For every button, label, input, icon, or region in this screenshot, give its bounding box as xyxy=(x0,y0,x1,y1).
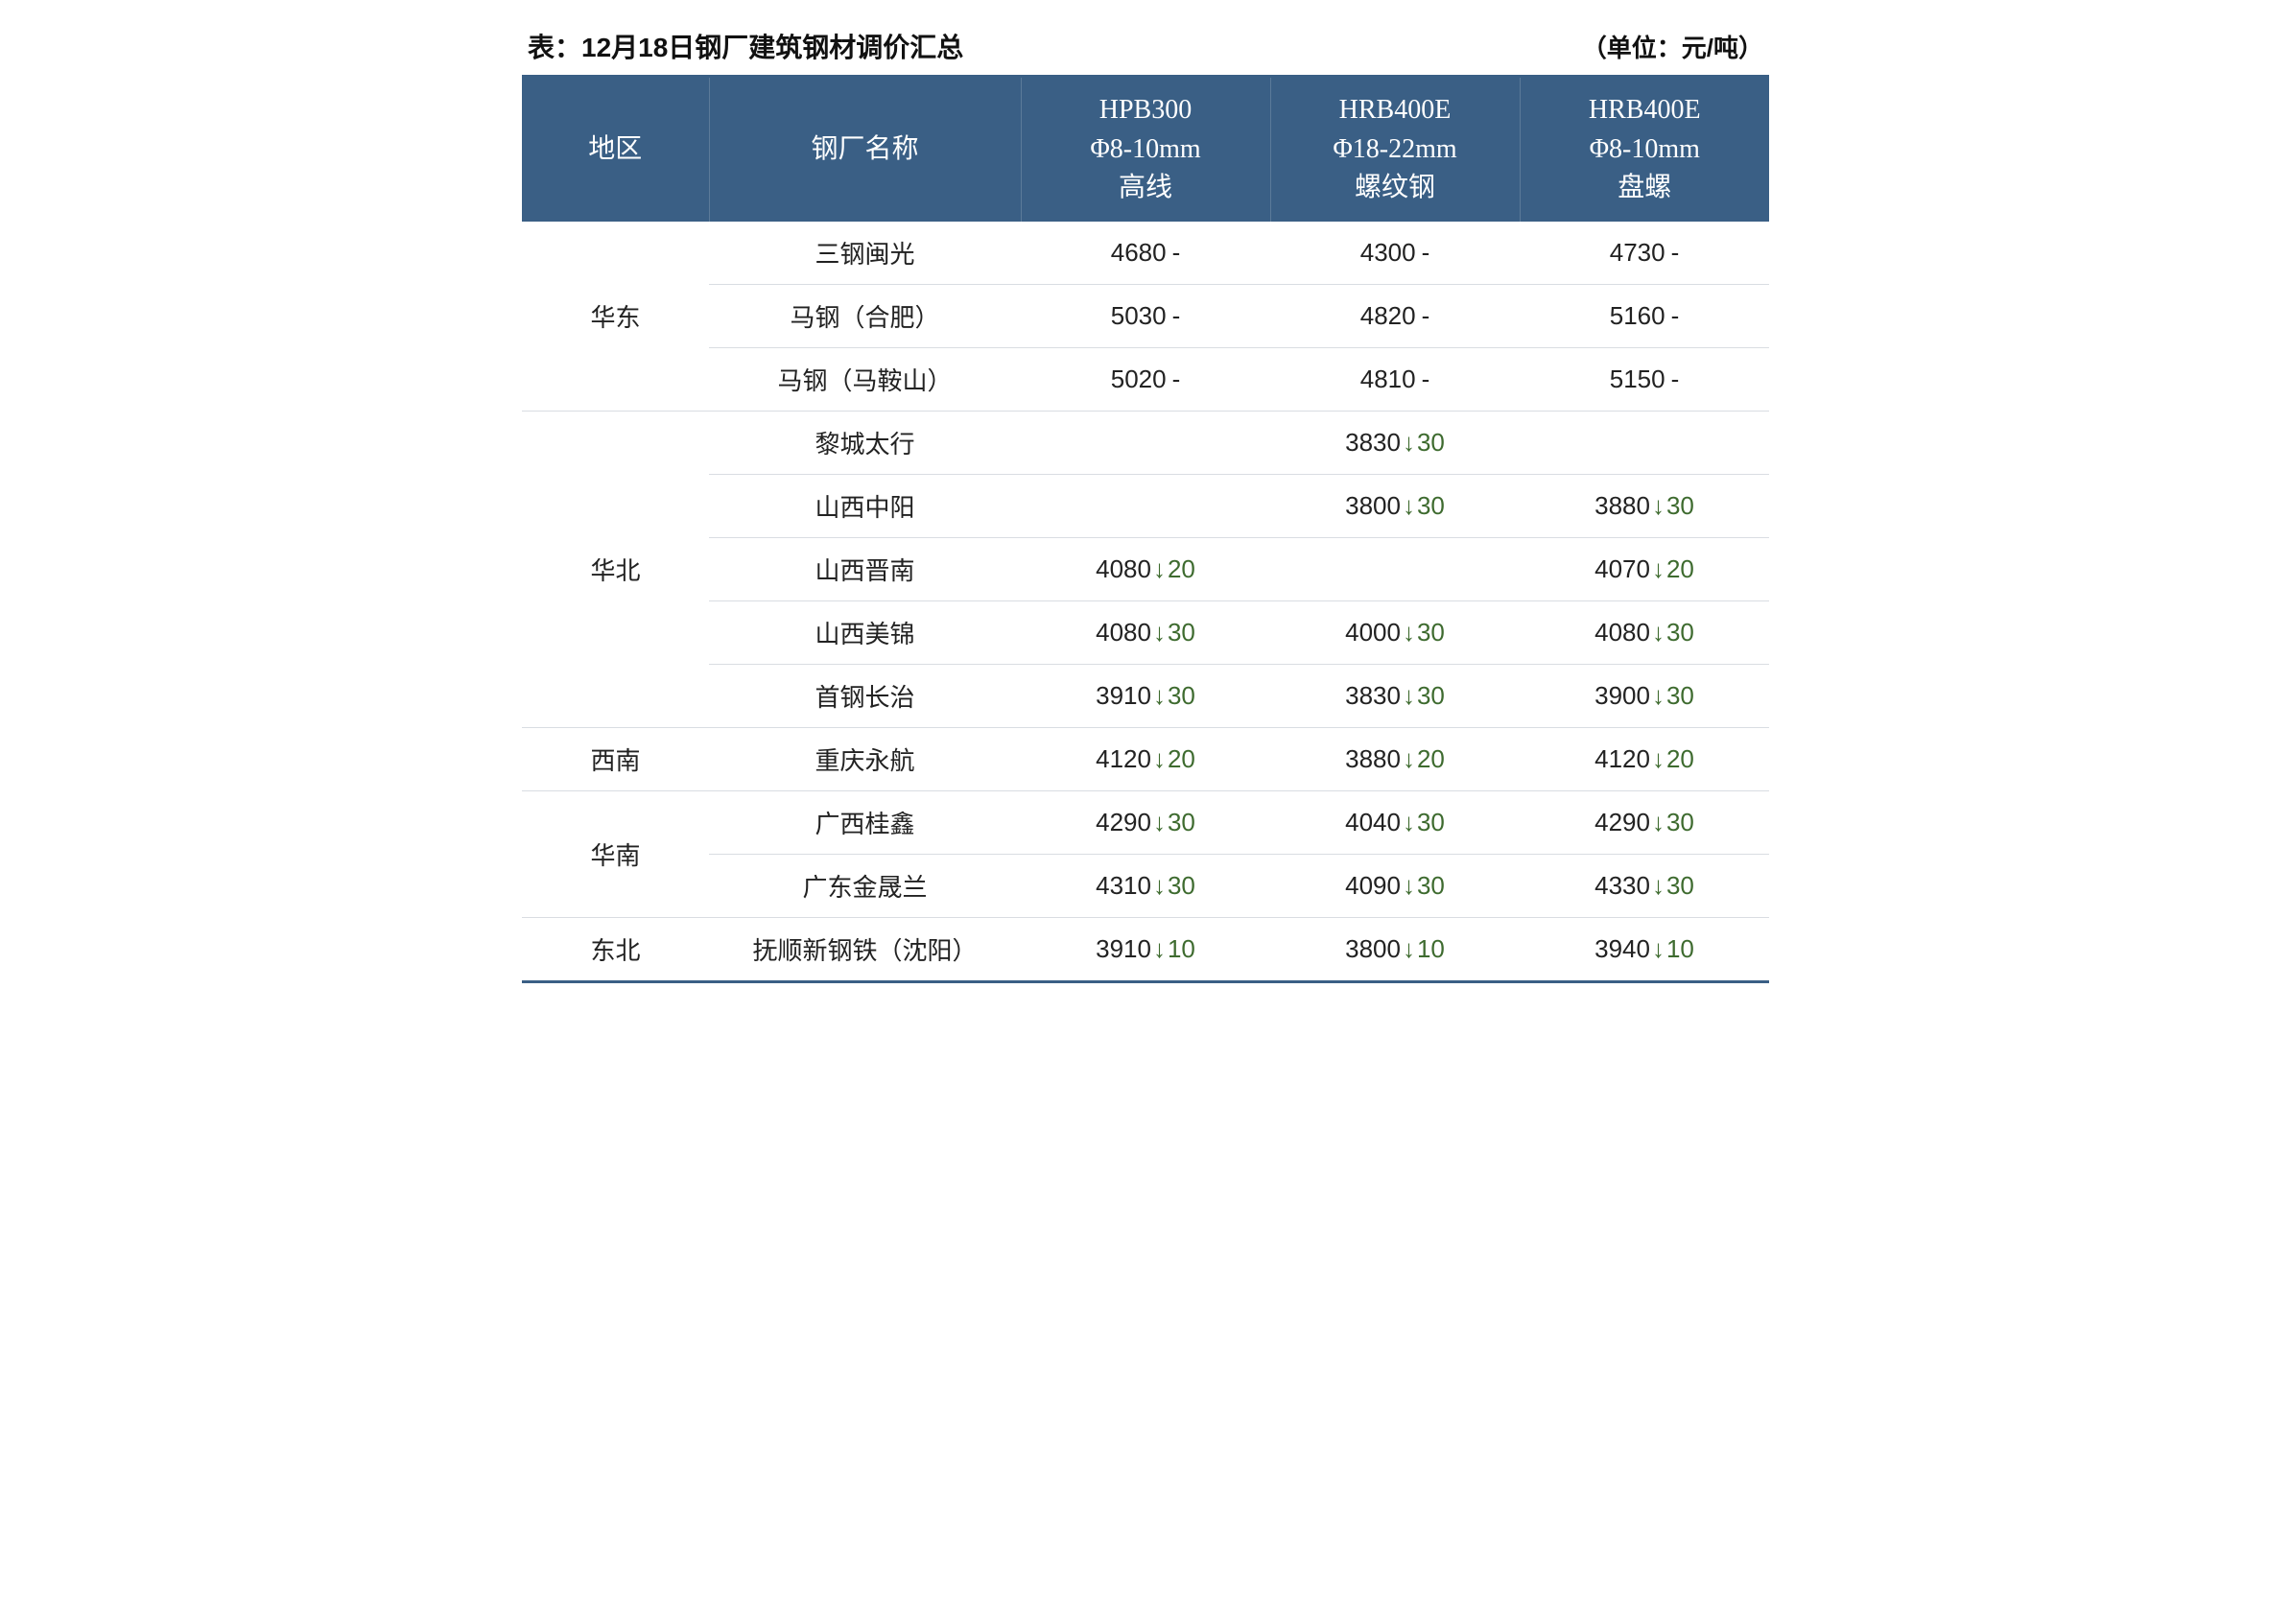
price-cell: 3880↓30 xyxy=(1520,474,1769,537)
mill-cell: 广西桂鑫 xyxy=(709,790,1021,854)
price-cell: 3910↓10 xyxy=(1021,917,1270,981)
region-cell: 华北 xyxy=(522,411,709,727)
price-cell: 5030 - xyxy=(1021,284,1270,347)
price-cell: 4040↓30 xyxy=(1270,790,1520,854)
region-cell: 西南 xyxy=(522,727,709,790)
mill-cell: 抚顺新钢铁（沈阳） xyxy=(709,917,1021,981)
mill-cell: 首钢长治 xyxy=(709,664,1021,727)
region-cell: 华南 xyxy=(522,790,709,917)
price-cell: 4300 - xyxy=(1270,222,1520,285)
price-cell: 4080↓30 xyxy=(1520,600,1769,664)
price-cell: 4730 - xyxy=(1520,222,1769,285)
price-cell: 3800↓10 xyxy=(1270,917,1520,981)
price-cell: 5020 - xyxy=(1021,347,1270,411)
price-cell: 4000↓30 xyxy=(1270,600,1520,664)
price-cell: 3880↓20 xyxy=(1270,727,1520,790)
col-header-0: 地区 xyxy=(522,78,709,222)
mill-cell: 马钢（合肥） xyxy=(709,284,1021,347)
table-row: 山西中阳 3800↓303880↓30 xyxy=(522,474,1769,537)
price-cell: 3800↓30 xyxy=(1270,474,1520,537)
col-header-3: HRB400EΦ18-22mm螺纹钢 xyxy=(1270,78,1520,222)
table-container: 表：12月18日钢厂建筑钢材调价汇总 （单位：元/吨） 地区钢厂名称HPB300… xyxy=(522,19,1769,983)
col-header-4: HRB400EΦ8-10mm盘螺 xyxy=(1520,78,1769,222)
price-cell: 4080↓30 xyxy=(1021,600,1270,664)
table-header: 地区钢厂名称HPB300Φ8-10mm高线HRB400EΦ18-22mm螺纹钢H… xyxy=(522,78,1769,222)
price-cell: 5160 - xyxy=(1520,284,1769,347)
price-cell: 3910↓30 xyxy=(1021,664,1270,727)
table-row: 首钢长治3910↓303830↓303900↓30 xyxy=(522,664,1769,727)
price-cell: 4680 - xyxy=(1021,222,1270,285)
price-cell xyxy=(1021,411,1270,474)
price-cell: 4070↓20 xyxy=(1520,537,1769,600)
table-row: 东北抚顺新钢铁（沈阳）3910↓103800↓103940↓10 xyxy=(522,917,1769,981)
table-row: 广东金晟兰4310↓304090↓304330↓30 xyxy=(522,854,1769,917)
price-cell: 4330↓30 xyxy=(1520,854,1769,917)
mill-cell: 山西美锦 xyxy=(709,600,1021,664)
col-header-2: HPB300Φ8-10mm高线 xyxy=(1021,78,1270,222)
price-cell: 3830↓30 xyxy=(1270,411,1520,474)
price-cell: 4080↓20 xyxy=(1021,537,1270,600)
price-cell: 4810 - xyxy=(1270,347,1520,411)
table-body: 华东三钢闽光4680 -4300 -4730 -马钢（合肥）5030 -4820… xyxy=(522,222,1769,982)
price-cell: 3940↓10 xyxy=(1520,917,1769,981)
mill-cell: 重庆永航 xyxy=(709,727,1021,790)
mill-cell: 黎城太行 xyxy=(709,411,1021,474)
price-cell: 4310↓30 xyxy=(1021,854,1270,917)
table-row: 华南广西桂鑫4290↓304040↓304290↓30 xyxy=(522,790,1769,854)
price-cell: 4290↓30 xyxy=(1520,790,1769,854)
mill-cell: 山西中阳 xyxy=(709,474,1021,537)
price-cell xyxy=(1520,411,1769,474)
mill-cell: 山西晋南 xyxy=(709,537,1021,600)
mill-cell: 马钢（马鞍山） xyxy=(709,347,1021,411)
price-cell: 4120↓20 xyxy=(1021,727,1270,790)
price-cell xyxy=(1270,537,1520,600)
table-row: 马钢（合肥）5030 -4820 -5160 - xyxy=(522,284,1769,347)
col-header-1: 钢厂名称 xyxy=(709,78,1021,222)
region-cell: 东北 xyxy=(522,917,709,981)
table-row: 山西晋南4080↓20 4070↓20 xyxy=(522,537,1769,600)
price-table: 地区钢厂名称HPB300Φ8-10mm高线HRB400EΦ18-22mm螺纹钢H… xyxy=(522,78,1769,983)
caption-unit: （单位：元/吨） xyxy=(1582,29,1763,64)
caption-row: 表：12月18日钢厂建筑钢材调价汇总 （单位：元/吨） xyxy=(522,19,1769,78)
table-row: 山西美锦4080↓304000↓304080↓30 xyxy=(522,600,1769,664)
price-cell: 4290↓30 xyxy=(1021,790,1270,854)
price-cell: 4820 - xyxy=(1270,284,1520,347)
price-cell: 4090↓30 xyxy=(1270,854,1520,917)
table-row: 马钢（马鞍山）5020 -4810 -5150 - xyxy=(522,347,1769,411)
table-row: 西南重庆永航4120↓203880↓204120↓20 xyxy=(522,727,1769,790)
price-cell: 3900↓30 xyxy=(1520,664,1769,727)
price-cell: 3830↓30 xyxy=(1270,664,1520,727)
caption-title: 表：12月18日钢厂建筑钢材调价汇总 xyxy=(528,27,963,65)
price-cell: 4120↓20 xyxy=(1520,727,1769,790)
mill-cell: 广东金晟兰 xyxy=(709,854,1021,917)
table-row: 华北黎城太行3830↓30 xyxy=(522,411,1769,474)
region-cell: 华东 xyxy=(522,222,709,412)
price-cell: 5150 - xyxy=(1520,347,1769,411)
mill-cell: 三钢闽光 xyxy=(709,222,1021,285)
price-cell xyxy=(1021,474,1270,537)
table-row: 华东三钢闽光4680 -4300 -4730 - xyxy=(522,222,1769,285)
